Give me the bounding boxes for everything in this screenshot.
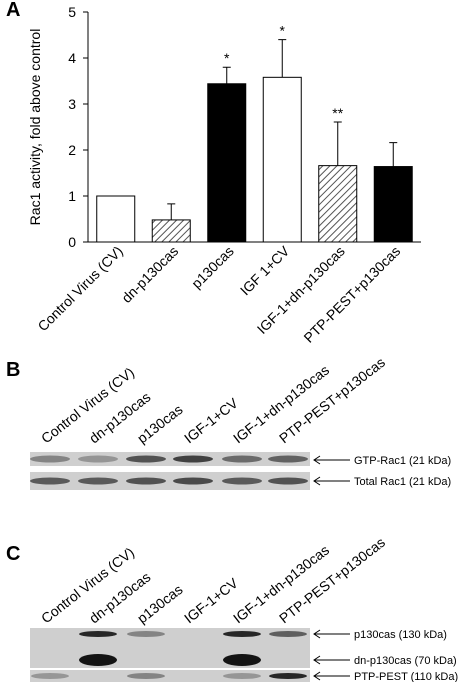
band [79,654,117,666]
arrow [313,671,350,681]
band [78,477,118,485]
band [173,455,213,463]
x-tick-label: PTP-PEST+p130cas [300,243,403,346]
significance: * [280,23,286,39]
band [222,455,262,463]
y-tick-label: 2 [68,142,76,158]
blot [30,472,310,490]
y-tick-label: 1 [68,188,76,204]
band-label: Total Rac1 (21 kDa) [354,476,451,488]
significance: * [224,50,230,66]
y-tick-label: 0 [68,234,76,250]
x-tick-label: Control Virus (CV) [34,243,125,334]
x-tick-label: dn-p130cas [118,243,181,306]
x-tick-label: IGF 1+CV [237,242,293,298]
arrow [313,455,350,465]
band [269,631,307,637]
band [79,631,117,637]
bar [318,165,358,243]
error-bar [222,66,231,84]
blot [30,670,310,682]
band [126,477,166,485]
band-label: GTP-Rac1 (21 kDa) [354,455,451,467]
band [30,477,70,485]
band [223,631,261,637]
y-tick-label: 4 [68,50,76,66]
band [30,455,70,463]
panel-label: B [6,359,20,381]
arrow [313,476,350,486]
band [126,455,166,463]
blot [30,628,310,668]
panel-label: A [6,0,20,21]
band [268,477,308,485]
arrow [313,629,350,639]
band-label: PTP-PEST (110 kDa) [354,671,458,682]
band [223,673,261,679]
bar [151,219,191,243]
band [78,455,118,463]
bar [96,195,136,243]
blot [30,452,310,466]
band [127,673,165,679]
bar [207,83,247,243]
error-bar [389,142,398,167]
band [268,455,308,463]
y-axis-label: Rac1 activity, fold above control [27,29,43,226]
band [222,477,262,485]
panel-label: C [6,543,20,565]
lane-label: IGF-1+CV [181,394,241,446]
band [127,631,165,637]
bar [373,166,413,243]
band [269,673,307,679]
significance: ** [332,105,343,121]
band [173,477,213,485]
error-bar [167,203,176,220]
bar [262,76,302,243]
band [31,673,69,679]
band-label: p130cas (130 kDa) [354,629,447,641]
band-label: dn-p130cas (70 kDa) [354,655,457,667]
y-tick-label: 3 [68,96,76,112]
band [223,654,261,666]
error-bar [333,121,342,166]
lane-label: IGF-1+CV [181,574,241,626]
arrow [313,655,350,665]
x-tick-label: p130cas [188,243,237,292]
y-tick-label: 5 [68,4,76,20]
error-bar [278,39,287,78]
